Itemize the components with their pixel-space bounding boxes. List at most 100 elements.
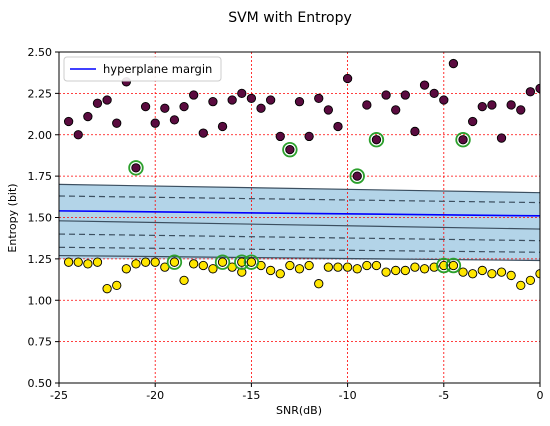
data-point-high (198, 128, 208, 138)
data-point-high (439, 95, 449, 105)
data-point-low (381, 267, 391, 277)
data-point-high (381, 90, 391, 100)
y-tick-label: 0.50 (28, 377, 53, 390)
data-point-low (458, 267, 468, 277)
data-point-high (160, 103, 170, 113)
contour-dashed-line (59, 246, 540, 253)
data-point-high (506, 100, 516, 110)
data-point-low (217, 257, 228, 267)
data-point-low (487, 269, 497, 279)
data-point-low (371, 260, 382, 271)
data-point-high (237, 88, 247, 99)
legend-box (63, 56, 222, 82)
support-vector-ring (282, 141, 298, 158)
x-tick-label: -10 (339, 389, 357, 402)
hyperplane-line (59, 210, 540, 217)
support-vector-ring (445, 257, 462, 274)
data-point-low (391, 265, 401, 276)
data-point-low (468, 269, 478, 279)
data-point-low (63, 257, 74, 267)
y-tick-label: 2.25 (28, 87, 53, 100)
data-point-high (208, 97, 218, 107)
data-point-low (362, 260, 372, 271)
data-point-high (179, 101, 189, 112)
data-point-high (429, 88, 439, 99)
data-point-low (419, 264, 430, 274)
data-point-high (468, 116, 478, 127)
data-point-high (246, 93, 257, 103)
data-point-high (391, 105, 401, 115)
data-point-low (314, 279, 324, 289)
data-point-low (410, 262, 420, 272)
y-tick-label: 2.50 (28, 46, 53, 59)
data-point-high (352, 171, 362, 181)
data-point-high (496, 133, 507, 143)
y-tick-label: 0.75 (28, 336, 53, 349)
data-point-low (265, 265, 276, 276)
data-point-low (506, 270, 516, 281)
x-tick-label: -15 (242, 389, 260, 402)
data-point-high (169, 115, 180, 125)
support-vector-ring (455, 132, 471, 148)
data-point-high (333, 121, 343, 132)
plot-content (59, 52, 540, 383)
data-point-low (333, 262, 343, 272)
contour-dashed-line (59, 195, 540, 204)
data-point-high (83, 111, 93, 122)
y-tick-label: 1.75 (28, 170, 53, 183)
data-point-low (477, 265, 487, 276)
data-point-high (342, 73, 353, 84)
data-point-low (323, 262, 334, 272)
data-point-low (237, 267, 247, 277)
data-point-low (275, 269, 285, 279)
data-point-low (246, 257, 257, 267)
support-vector-ring (166, 254, 183, 270)
data-point-low (92, 257, 103, 267)
data-point-high (265, 95, 276, 105)
data-point-low (237, 257, 247, 267)
data-point-high (294, 97, 305, 107)
contour-solid-line (59, 183, 540, 194)
data-point-high (448, 58, 459, 69)
data-point-high (487, 100, 497, 110)
data-point-high (150, 118, 160, 128)
data-point-low (496, 267, 507, 277)
data-point-low (102, 284, 112, 294)
data-point-low (121, 264, 131, 274)
data-point-low (179, 275, 189, 286)
data-point-low (169, 257, 180, 267)
y-axis-label: Entropy (bit) (6, 183, 19, 252)
data-point-high (112, 118, 122, 128)
data-point-high (371, 135, 382, 145)
data-point-low (285, 260, 295, 271)
y-tick-label: 1.00 (28, 294, 53, 307)
data-point-high (227, 95, 237, 105)
data-point-high (525, 87, 536, 97)
chart-title: SVM with Entropy (228, 10, 352, 26)
data-point-low (352, 264, 362, 274)
data-point-low (342, 262, 353, 272)
data-point-low (400, 265, 410, 276)
data-point-low (198, 260, 208, 271)
support-vector-ring (128, 160, 144, 176)
data-point-high (458, 135, 468, 145)
data-point-low (294, 264, 305, 274)
legend-label: hyperplane margin (103, 62, 212, 76)
x-tick-label: -25 (50, 389, 68, 402)
data-point-high (217, 121, 228, 132)
y-tick-label: 2.00 (28, 129, 53, 142)
data-point-high (516, 105, 526, 115)
data-point-high (140, 101, 151, 112)
support-vector-ring (243, 254, 260, 270)
support-vector-ring (368, 132, 385, 148)
data-point-high (256, 103, 266, 113)
data-point-high (131, 163, 141, 173)
data-point-high (314, 93, 324, 103)
x-tick-label: -5 (438, 389, 449, 402)
data-point-low (150, 257, 160, 267)
data-point-low (83, 259, 93, 269)
x-tick-label: -20 (146, 389, 164, 402)
contour-solid-line (59, 254, 540, 262)
data-point-low (140, 257, 151, 267)
